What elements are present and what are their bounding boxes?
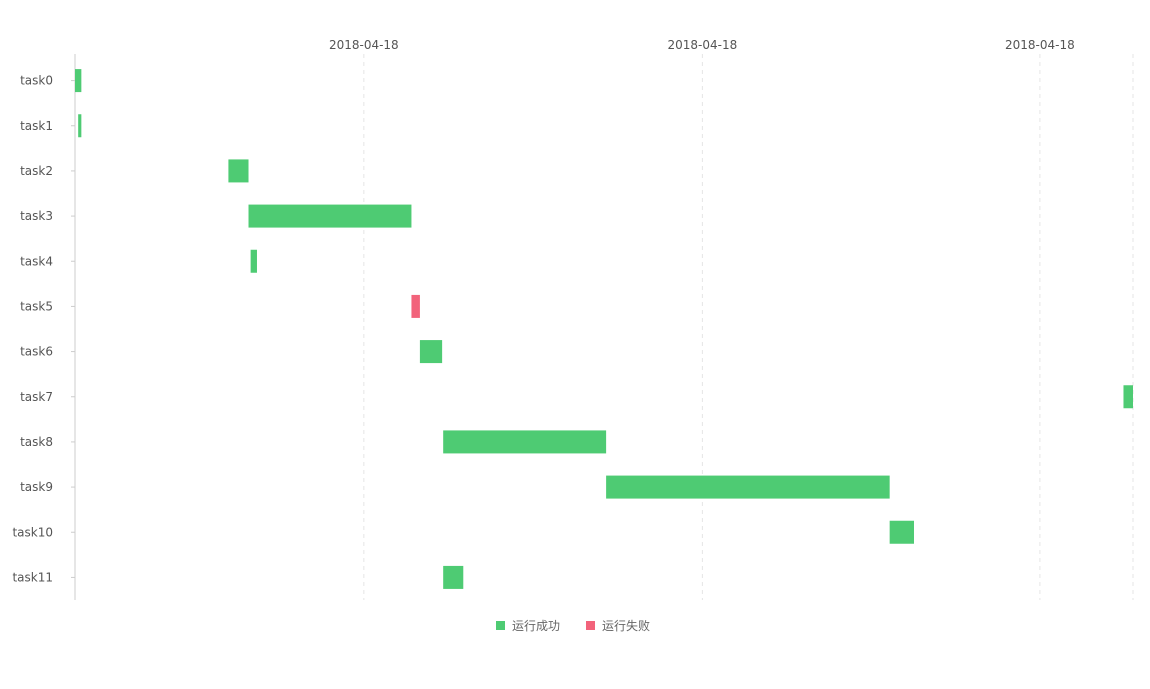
y-category-label: task1: [20, 119, 53, 133]
grid-layer: [363, 54, 1134, 600]
y-category-label: task7: [20, 390, 53, 404]
legend-item-failure[interactable]: 运行失败: [586, 618, 650, 633]
task-bar-task6[interactable]: [419, 340, 443, 364]
legend-label: 运行成功: [512, 619, 560, 633]
legend-marker: [496, 621, 505, 630]
x-tick-label: 2018-04-18: [329, 38, 399, 52]
bar-layer: [75, 69, 1133, 589]
y-category-label: task2: [20, 164, 53, 178]
task-bar-task11[interactable]: [443, 565, 464, 589]
task-bar-task3[interactable]: [248, 204, 412, 228]
task-bar-task5[interactable]: [411, 294, 420, 318]
task-bar-task9[interactable]: [606, 475, 890, 499]
y-category-label: task3: [20, 209, 53, 223]
y-category-label: task9: [20, 480, 53, 494]
legend-item-success[interactable]: 运行成功: [496, 619, 560, 633]
task-bar-task7[interactable]: [1123, 385, 1133, 409]
y-category-label: task0: [20, 74, 53, 88]
y-category-label: task5: [20, 299, 53, 313]
task-bar-task4[interactable]: [250, 249, 257, 273]
y-category-label: task11: [12, 570, 53, 584]
axis-layer: 2018-04-18 2018-04-18 2018-04-18 task0 task1…: [12, 38, 1075, 600]
x-tick-label: 2018-04-18: [1005, 38, 1075, 52]
legend[interactable]: 运行成功 运行失败: [496, 618, 650, 633]
y-category-label: task8: [20, 435, 53, 449]
task-bar-task2[interactable]: [228, 159, 249, 183]
task-bar-task0[interactable]: [75, 69, 82, 93]
legend-marker: [586, 621, 595, 630]
task-bar-task8[interactable]: [443, 430, 607, 454]
x-tick-label: 2018-04-18: [668, 38, 738, 52]
y-category-label: task4: [20, 254, 53, 268]
task-bar-task1[interactable]: [78, 114, 82, 138]
legend-label: 运行失败: [602, 618, 650, 633]
y-category-label: task6: [20, 345, 53, 359]
y-category-label: task10: [12, 525, 53, 539]
task-bar-task10[interactable]: [889, 520, 914, 544]
